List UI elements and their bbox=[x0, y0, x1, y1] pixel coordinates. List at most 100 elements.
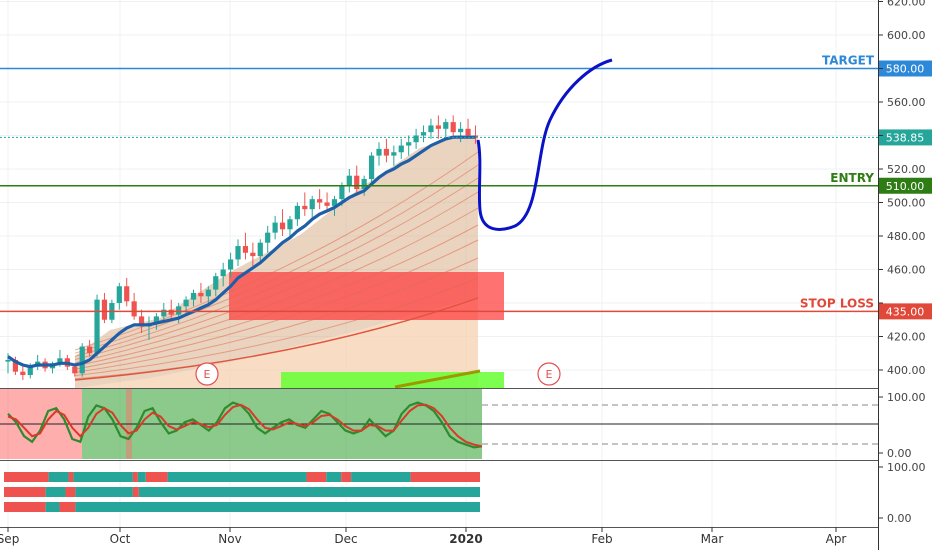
stoch-k-line bbox=[7, 401, 483, 449]
entry-badge bbox=[879, 177, 932, 194]
stop-loss-badge bbox=[879, 303, 932, 320]
candle bbox=[287, 215, 293, 240]
time-axis[interactable]: Sep Oct Nov Dec 2020 Feb Mar Apr bbox=[0, 527, 846, 546]
indicator-tick-label: 100.00 bbox=[887, 461, 926, 474]
earnings-marker-2[interactable]: E bbox=[537, 362, 561, 386]
candle bbox=[220, 262, 226, 287]
bar-indicator-pane bbox=[4, 472, 481, 512]
projection-drawing bbox=[476, 58, 613, 231]
candle bbox=[183, 296, 189, 314]
price-tick-label: 620.00 bbox=[887, 0, 926, 9]
candle bbox=[294, 202, 300, 226]
bar-indicator-segment bbox=[75, 487, 133, 497]
candle bbox=[116, 282, 122, 310]
candle bbox=[465, 118, 471, 139]
candle bbox=[168, 299, 174, 320]
candle bbox=[309, 195, 315, 220]
bar-indicator-segment bbox=[410, 472, 480, 482]
ma-ribbon-lines bbox=[74, 151, 479, 381]
bar-indicator-segment bbox=[132, 487, 139, 497]
stop-loss-level[interactable]: STOP LOSS 435.00 bbox=[0, 296, 932, 320]
stoch-d-line bbox=[7, 403, 483, 448]
candle bbox=[257, 239, 263, 263]
indicator-tick-label: 100.00 bbox=[887, 391, 926, 404]
candle bbox=[138, 309, 145, 334]
candle bbox=[317, 189, 323, 210]
candle bbox=[279, 209, 286, 236]
ma-ribbon-lower-fill bbox=[75, 298, 478, 388]
bar-indicator-segment bbox=[73, 472, 133, 482]
candle bbox=[213, 272, 219, 297]
entry-level[interactable]: ENTRY 510.00 bbox=[0, 171, 932, 194]
bar-indicator-segment bbox=[326, 472, 342, 482]
candle bbox=[354, 165, 360, 196]
earnings-marker-1-label: E bbox=[204, 368, 211, 381]
bar-indicator-segment bbox=[45, 487, 66, 497]
candle bbox=[79, 343, 85, 377]
price-tick-label: 600.00 bbox=[887, 29, 926, 42]
candle bbox=[450, 115, 456, 136]
candle bbox=[161, 303, 167, 324]
candle bbox=[391, 145, 397, 166]
levels-layer: TARGET 580.00 ENTRY 510.00 STOP LOSS 435.00 53… bbox=[0, 54, 932, 320]
candle bbox=[435, 115, 441, 139]
earnings-marker-2-label: E bbox=[546, 368, 553, 381]
target-level[interactable]: TARGET 580.00 bbox=[0, 54, 932, 77]
bar-indicator-segment bbox=[48, 472, 69, 482]
candle bbox=[272, 215, 278, 240]
price-tick-label: 560.00 bbox=[887, 96, 926, 109]
price-tick-label: 460.00 bbox=[887, 264, 926, 277]
bar-indicator-segment bbox=[4, 502, 46, 512]
stochastic-pane bbox=[0, 389, 878, 459]
candle bbox=[124, 277, 130, 307]
price-tick-label: 400.00 bbox=[887, 364, 926, 377]
indicator-tick-label: 0.00 bbox=[887, 512, 912, 525]
candle bbox=[228, 252, 234, 278]
bar-indicator-segment bbox=[4, 472, 49, 482]
green-volume-zone bbox=[281, 372, 504, 388]
bar-indicator-segment bbox=[145, 472, 168, 482]
bar-indicator-segment bbox=[341, 472, 352, 482]
candle bbox=[428, 118, 434, 139]
candle bbox=[176, 303, 182, 324]
time-tick-label: Mar bbox=[701, 532, 724, 546]
bar-indicator-segment bbox=[4, 487, 46, 497]
time-tick-label: Dec bbox=[334, 532, 357, 546]
bar-indicator-segment bbox=[45, 502, 60, 512]
candle bbox=[383, 138, 390, 163]
bar-indicator-segment bbox=[59, 502, 76, 512]
candle bbox=[12, 356, 19, 376]
bar-indicator-segment bbox=[306, 472, 327, 482]
price-tick-label: 520.00 bbox=[887, 163, 926, 176]
target-badge bbox=[879, 60, 932, 77]
candle bbox=[420, 125, 427, 143]
candle bbox=[443, 118, 449, 139]
target-badge-text: 580.00 bbox=[886, 63, 925, 76]
stop-loss-badge-text: 435.00 bbox=[886, 305, 925, 318]
candle bbox=[250, 242, 256, 267]
candle bbox=[101, 292, 108, 324]
price-axis[interactable]: 620.00 600.00 560.00 520.00 500.00 480.00 460.… bbox=[878, 0, 926, 377]
stop-loss-label: STOP LOSS bbox=[800, 296, 874, 310]
bar-indicator-segment bbox=[65, 487, 76, 497]
indicator-tick-label: 0.00 bbox=[887, 447, 912, 460]
candle bbox=[398, 138, 404, 159]
candle bbox=[235, 239, 241, 267]
bar-indicator-segment bbox=[351, 472, 411, 482]
last-price-level[interactable]: 538.85 bbox=[0, 129, 932, 146]
earnings-marker-1[interactable]: E bbox=[195, 362, 219, 386]
candle bbox=[413, 128, 419, 149]
candle bbox=[346, 169, 352, 193]
entry-label: ENTRY bbox=[830, 171, 874, 185]
bar-indicator-segment bbox=[68, 472, 74, 482]
candle bbox=[302, 192, 308, 216]
candle bbox=[190, 289, 197, 307]
time-tick-label: Feb bbox=[591, 532, 612, 546]
entry-badge-text: 510.00 bbox=[886, 180, 925, 193]
candle bbox=[376, 142, 382, 166]
bar-indicator-segment bbox=[138, 487, 480, 497]
candle bbox=[242, 232, 249, 260]
